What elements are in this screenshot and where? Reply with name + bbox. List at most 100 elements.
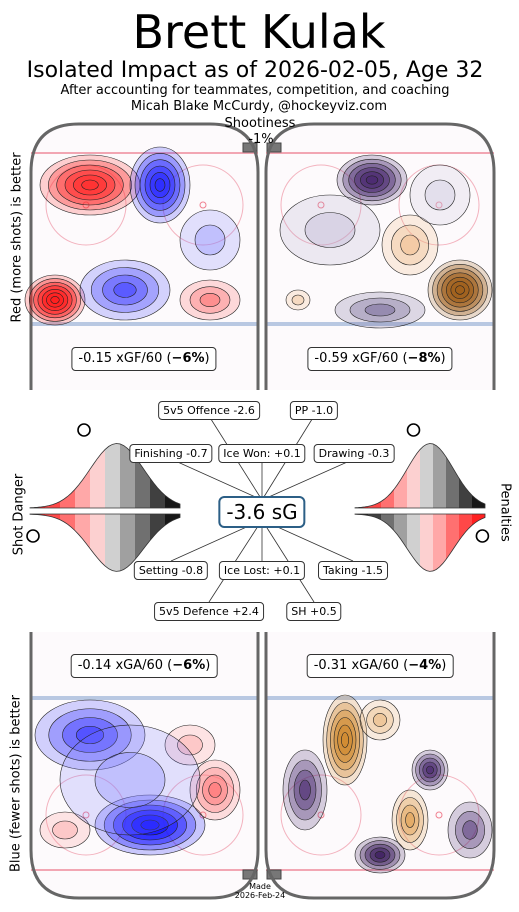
component-ice-lost: Ice Lost: +0.1 [218, 561, 306, 580]
contour [334, 291, 426, 329]
rink-es-defence [29, 632, 260, 900]
component-drawing: Drawing -0.3 [313, 444, 395, 463]
connector-line [170, 458, 263, 501]
dist-band [120, 514, 136, 572]
stat-pct: −6% [172, 658, 206, 673]
contour [39, 811, 91, 849]
contour [447, 801, 493, 859]
dist-band [420, 514, 434, 572]
component-setting: Setting -0.8 [133, 561, 209, 580]
stat-pct: −8% [407, 351, 441, 366]
stat-text: -0.15 xGF/60 ( [78, 351, 172, 366]
stat-pct: −4% [408, 658, 442, 673]
contour [179, 279, 241, 321]
dist-band [105, 514, 121, 572]
contour [291, 294, 305, 306]
dist-outline [29, 443, 181, 509]
contour [164, 724, 216, 766]
contour [341, 732, 349, 748]
contour [140, 819, 160, 831]
dist-band [105, 443, 121, 508]
component-finishing: Finishing -0.7 [129, 444, 213, 463]
contour [426, 765, 434, 775]
contour [279, 194, 381, 266]
contour [381, 214, 439, 276]
heatmap-blobs [24, 146, 493, 874]
total-impact: -3.6 sG [218, 496, 306, 528]
faceoff-dot [199, 811, 207, 819]
contour [177, 734, 203, 756]
stat-text: -0.14 xGA/60 ( [77, 658, 173, 673]
dist-marker [475, 529, 490, 543]
contour [113, 282, 137, 298]
connector-line [261, 458, 355, 501]
stat-pct: −6% [171, 351, 205, 366]
heat-pk-defence [282, 694, 493, 874]
contour [52, 820, 78, 840]
heat-es-defence [34, 699, 241, 856]
contour [365, 175, 379, 185]
contour [285, 289, 311, 311]
rink-border [29, 632, 260, 900]
contour [50, 296, 60, 304]
contour [374, 851, 386, 859]
stat-box-es-defence: -0.14 xGA/60 (−6%) [70, 654, 218, 678]
stat-box-es-offence: -0.15 xGF/60 (−6%) [71, 347, 217, 371]
component-5v5-offence: 5v5 Offence -2.6 [158, 401, 260, 420]
top-axis-label: Red (more shots) is better [9, 152, 25, 323]
stat-text: -0.31 xGA/60 ( [313, 658, 409, 673]
faceoff-dot [317, 201, 325, 209]
component-ice-won: Ice Won: +0.1 [218, 444, 306, 463]
shootiness-label: Shootiness [224, 116, 296, 131]
contour [94, 752, 166, 808]
contour [462, 820, 478, 840]
subtitle: Isolated Impact as of 2026-02-05, Age 32 [26, 58, 484, 83]
dist-band [433, 514, 447, 572]
faceoff-circle [45, 774, 127, 856]
dist-marker [77, 423, 91, 437]
component-sh: SH +0.5 [286, 602, 342, 621]
methodology-note: After accounting for teammates, competit… [60, 83, 450, 98]
made-date: 2026-Feb-24 [234, 891, 286, 900]
contour [391, 224, 429, 266]
faceoff-circle [280, 774, 362, 856]
stat-box-pp-offence: -0.59 xGF/60 (−8%) [307, 347, 453, 371]
heat-es-offence [24, 146, 241, 326]
contour [81, 179, 99, 191]
component-5v5-defence: 5v5 Defence +2.4 [154, 602, 264, 621]
dist-outline [354, 513, 486, 572]
penalties-label: Penalties [497, 483, 513, 542]
dist-marker [406, 423, 421, 437]
contour [366, 706, 394, 734]
dist-outline [354, 443, 486, 509]
faceoff-dot [435, 811, 443, 819]
contour [199, 293, 221, 307]
contour [424, 179, 456, 211]
contour [359, 699, 401, 741]
faceoff-circle [280, 164, 362, 246]
contour [400, 234, 420, 256]
contour [349, 297, 411, 323]
page-title: Brett Kulak [132, 5, 386, 59]
rink-pp-offence [264, 122, 496, 390]
contour [409, 164, 471, 226]
faceoff-dot [82, 811, 90, 819]
stat-close: ) [440, 351, 446, 366]
rink-border [264, 632, 496, 900]
dist-outline [29, 513, 181, 572]
dist-marker [26, 529, 40, 543]
contour [59, 724, 201, 836]
rink-panels [29, 122, 496, 900]
contour [304, 212, 356, 248]
shootiness-value: -1% [248, 132, 274, 147]
contour [179, 209, 241, 271]
component-pp: PP -1.0 [289, 401, 339, 420]
stat-close: ) [441, 658, 447, 673]
rink-pk-defence [264, 632, 496, 900]
contour [364, 303, 396, 317]
contour [189, 286, 231, 314]
contour [455, 811, 485, 849]
dist-band [420, 443, 434, 508]
stat-close: ) [204, 351, 210, 366]
